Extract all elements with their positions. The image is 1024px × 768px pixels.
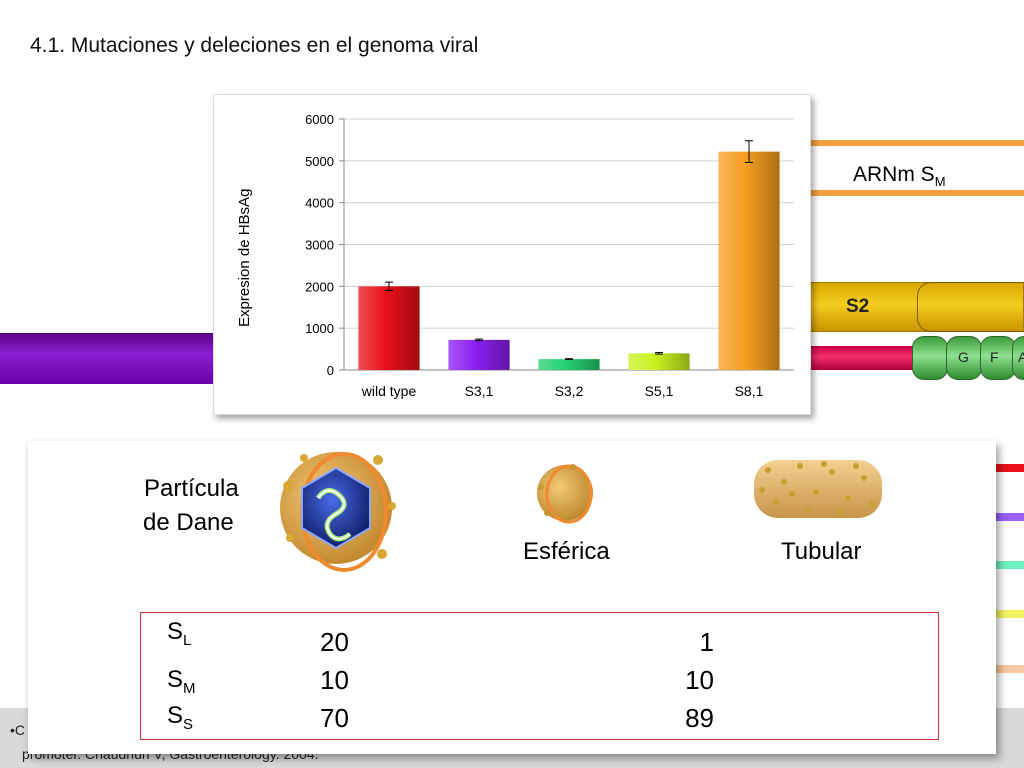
- s2-label: S2: [846, 296, 870, 317]
- footer-text: •C: [10, 722, 26, 738]
- dane-label-line2: de Dane: [143, 509, 234, 536]
- legend-stripe-green: [996, 561, 1024, 569]
- legend-stripe-orange: [996, 665, 1024, 673]
- ratio-dane-value: 10: [320, 665, 349, 695]
- x-tick-label: wild type: [361, 383, 417, 399]
- y-axis-label: Expresion de HBsAg: [236, 188, 253, 327]
- dane-particle-image: [280, 452, 396, 572]
- ratio-spherical-value: 89: [685, 703, 714, 733]
- y-tick-label: 4000: [305, 196, 334, 211]
- bar: [538, 359, 600, 370]
- x-tick-label: S5,1: [645, 383, 674, 399]
- bar: [358, 286, 420, 370]
- segment-label-a: A: [1018, 349, 1024, 365]
- ratio-table: [140, 612, 939, 740]
- y-tick-label: 0: [327, 363, 334, 378]
- ratio-spherical-value: 10: [685, 665, 714, 695]
- bar-chart-panel: 0 1000 2000 3000 4000 5000 6000 wild type S3,1 S3…: [213, 94, 811, 415]
- arn-label: ARNm SM: [853, 163, 946, 190]
- pink-gene-bar: [808, 346, 920, 370]
- green-segment: [912, 336, 948, 380]
- spherical-particle-image: [537, 464, 593, 524]
- purple-gene-bar: [0, 333, 230, 384]
- bar: [628, 353, 690, 370]
- legend-stripe-yellow: [996, 610, 1024, 618]
- bar: [448, 339, 510, 370]
- y-tick-label: 3000: [305, 238, 334, 253]
- ratio-row-label: SL: [167, 618, 192, 649]
- tubular-particle-image: [754, 460, 882, 518]
- bar-chart: 0 1000 2000 3000 4000 5000 6000 wild type S3,1 S3…: [305, 112, 794, 399]
- x-tick-label: S3,1: [465, 383, 494, 399]
- ratio-dane-value: 70: [320, 703, 349, 733]
- ratio-row-label: SM: [167, 666, 196, 697]
- spherical-label: Esférica: [523, 538, 610, 565]
- y-tick-label: 5000: [305, 154, 334, 169]
- y-tick-label: 2000: [305, 279, 334, 294]
- ratio-spherical-value: 1: [699, 627, 714, 657]
- slide-title: 4.1. Mutaciones y deleciones en el genom…: [30, 34, 479, 57]
- segment-label-f: F: [990, 349, 999, 365]
- green-segment: [946, 336, 982, 380]
- ratio-row-label: SS: [167, 702, 194, 733]
- bar: [718, 151, 780, 370]
- segment-label-g: G: [958, 349, 969, 365]
- legend-stripe-red: [996, 464, 1024, 472]
- x-tick-label: S8,1: [735, 383, 764, 399]
- particle-panel: Partícula de Dane Esférica: [28, 441, 996, 754]
- y-tick-label: 1000: [305, 321, 334, 336]
- s2-gene-bar: [808, 282, 1024, 332]
- orange-mrna-line-bottom: [808, 190, 1024, 196]
- y-tick-label: 6000: [305, 112, 334, 127]
- tubular-label: Tubular: [781, 538, 862, 565]
- legend-stripe-purple: [996, 513, 1024, 521]
- orange-mrna-line-top: [808, 140, 1024, 146]
- ratio-dane-value: 20: [320, 627, 349, 657]
- x-tick-label: S3,2: [555, 383, 584, 399]
- dane-label-line1: Partícula: [144, 475, 239, 502]
- green-segment: [980, 336, 1016, 380]
